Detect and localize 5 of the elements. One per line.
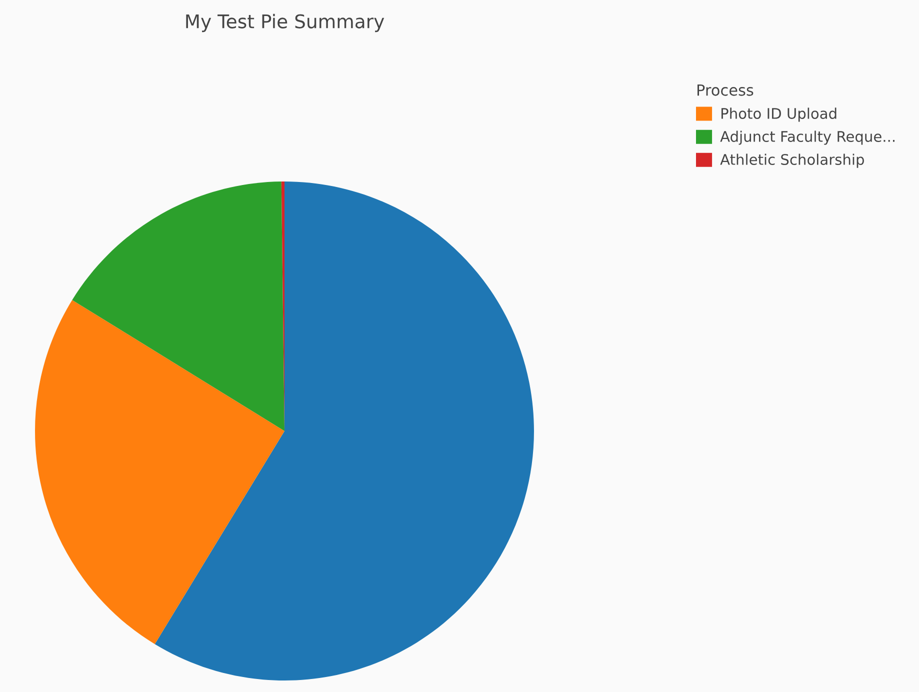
- legend-title: Process: [698, 84, 754, 96]
- chart-title: My Test Pie Summary: [186, 14, 384, 32]
- legend-label: Athletic Scholarship: [720, 154, 864, 168]
- legend-label: Adjunct Faculty Reque...: [720, 130, 894, 145]
- legend-label: Photo ID Upload: [721, 108, 836, 122]
